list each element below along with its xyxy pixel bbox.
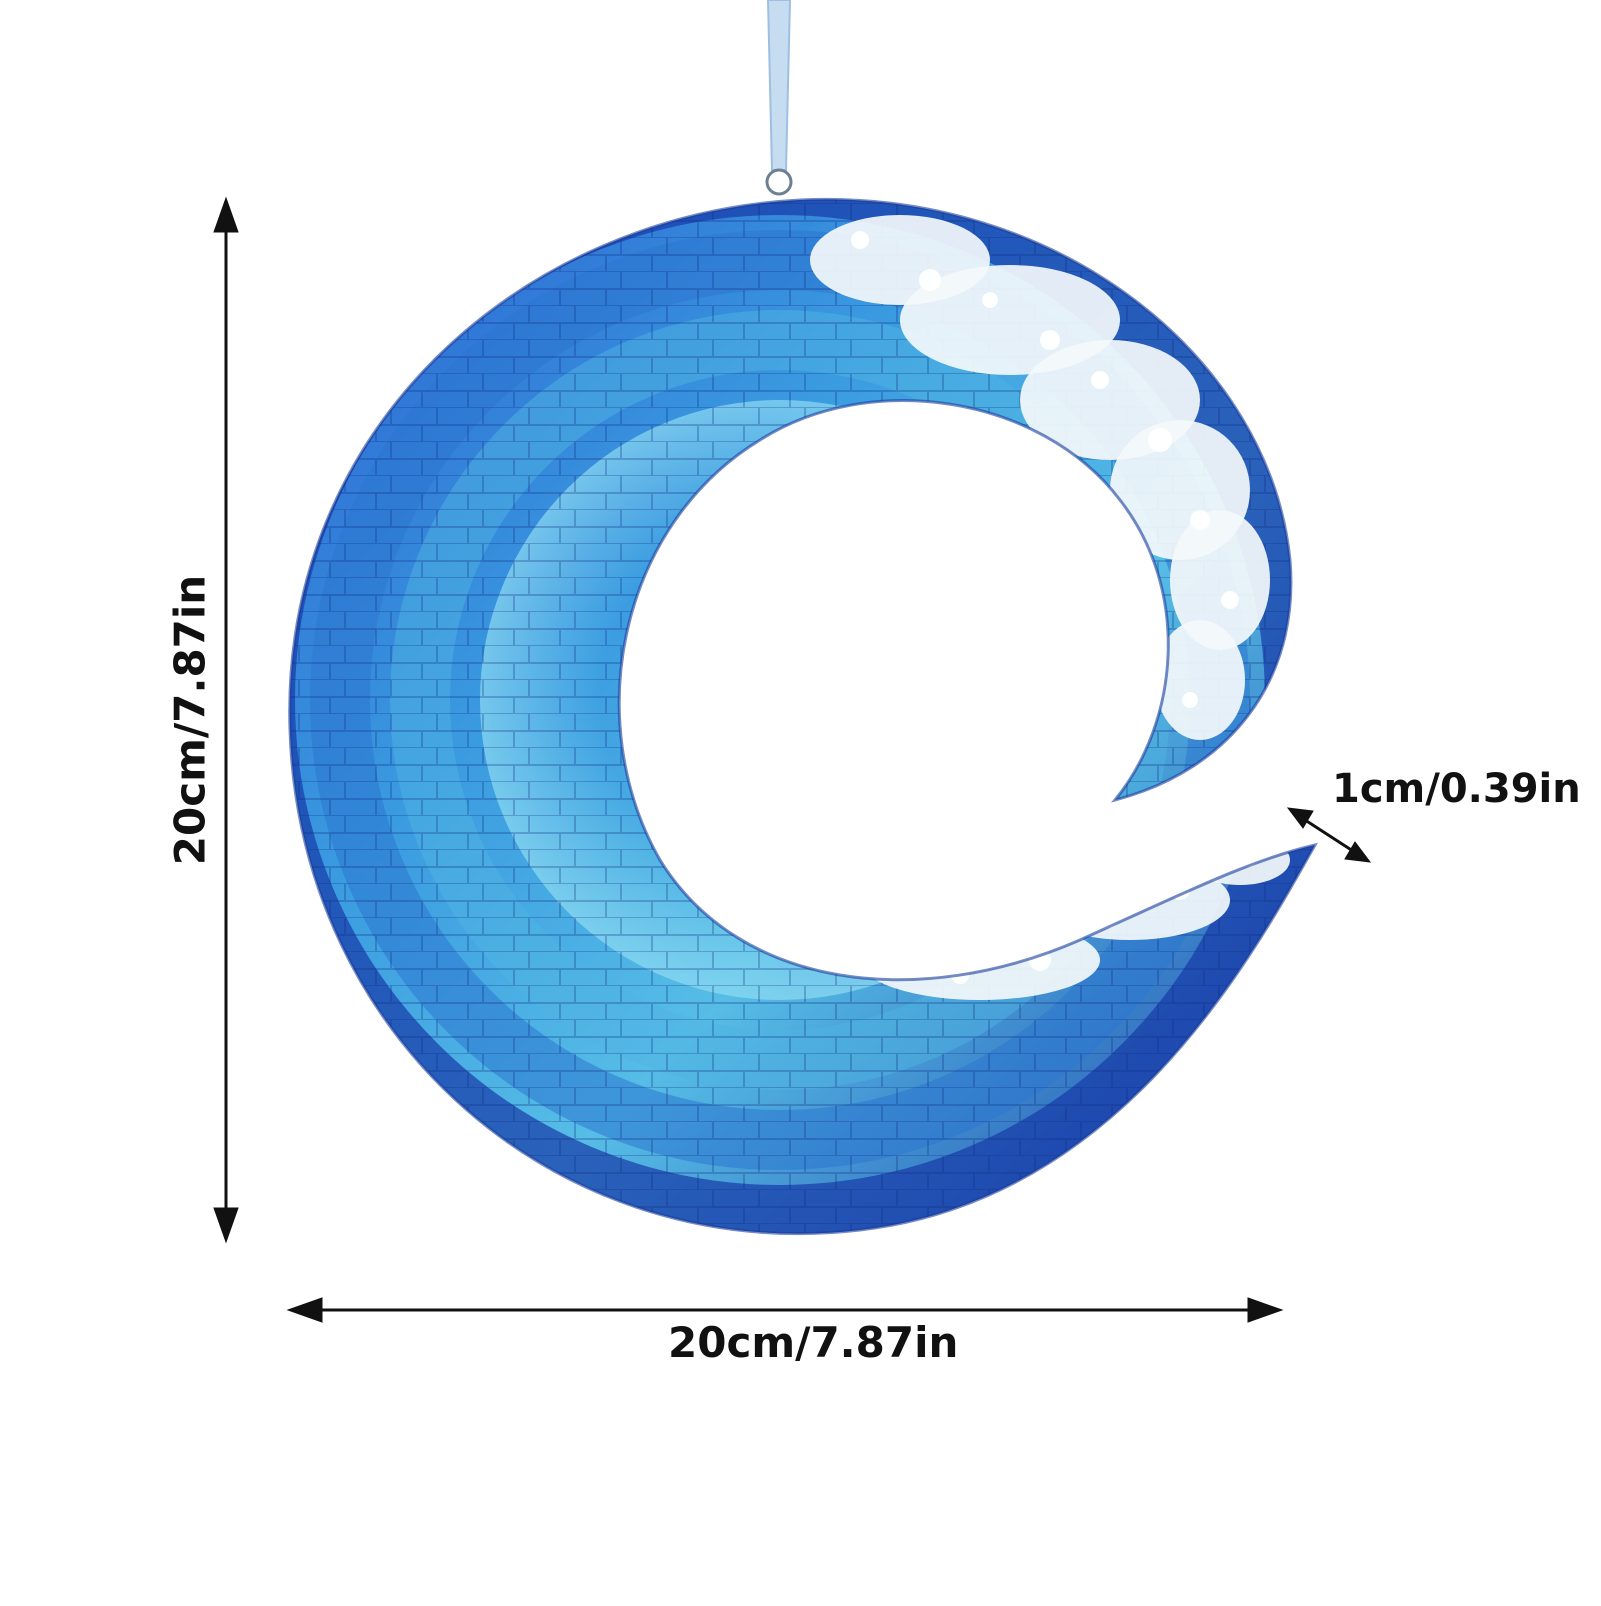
width-label: 20cm/7.87in (668, 1318, 959, 1367)
gap-label: 1cm/0.39in (1332, 766, 1581, 812)
height-dimension-arrow (213, 196, 239, 1244)
hanging-ring (765, 168, 793, 196)
gap-dimension-arrow (1286, 807, 1372, 863)
wave-crescent (288, 197, 1317, 1236)
hanging-ribbon (766, 0, 792, 171)
height-label: 20cm/7.87in (165, 574, 215, 866)
width-dimension-arrow (286, 1297, 1284, 1323)
